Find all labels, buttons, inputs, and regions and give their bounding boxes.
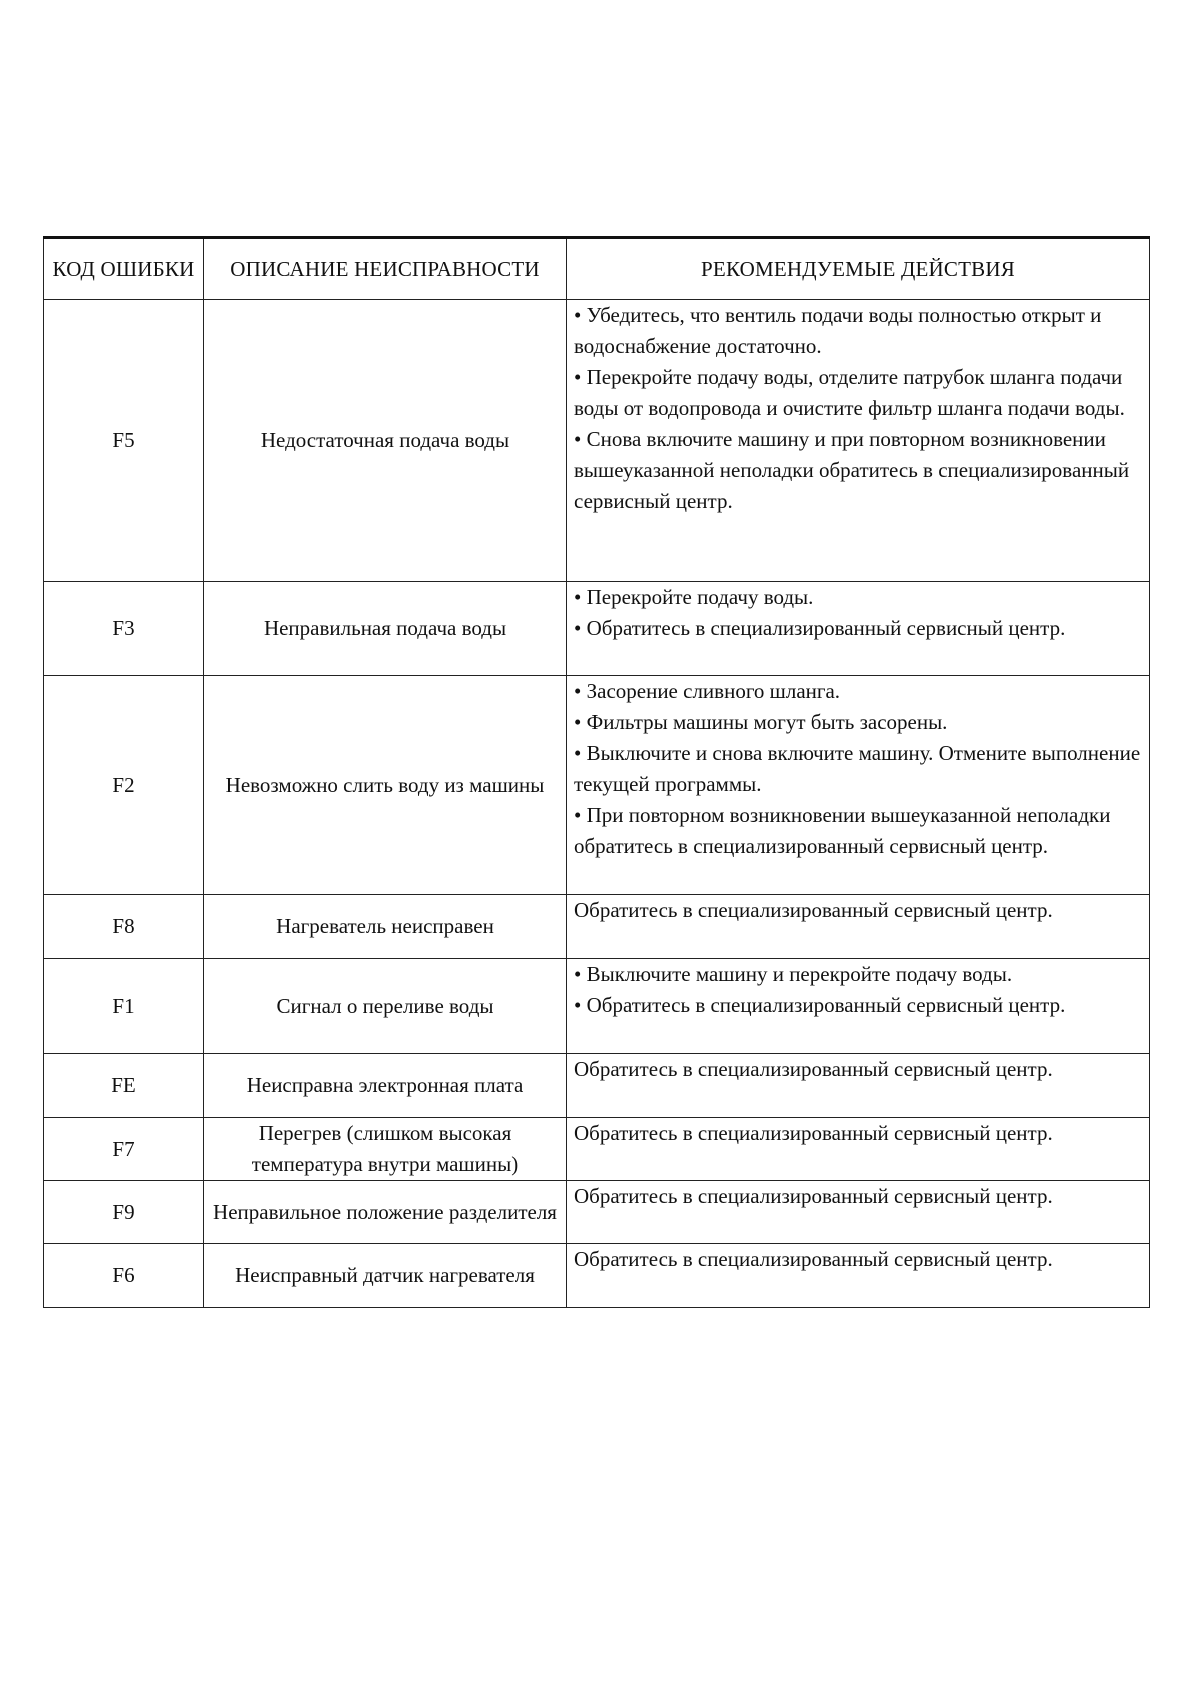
table-row: F8 Нагреватель неисправен Обратитесь в спе… [43, 894, 1150, 959]
fault-description: Сигнал о переливе воды [203, 958, 567, 1054]
action-item: • Обратитесь в специализированный сервис… [574, 993, 1066, 1017]
recommended-actions: Обратитесь в специализированный сервисны… [566, 894, 1150, 959]
recommended-actions: Обратитесь в специализированный сервисны… [566, 1180, 1150, 1244]
error-code: F2 [43, 675, 204, 895]
fault-description: Невозможно слить воду из машины [203, 675, 567, 895]
table-row: F7 Перегрев (слишком высокая температура … [43, 1117, 1150, 1181]
error-code: F6 [43, 1243, 204, 1308]
action-item: • Убедитесь, что вентиль подачи воды пол… [574, 303, 1102, 358]
error-code: F3 [43, 581, 204, 676]
fault-description: Неправильная подача воды [203, 581, 567, 676]
error-code-table: КОД ОШИБКИ ОПИСАНИЕ НЕИСПРАВНОСТИ РЕКОМЕ… [43, 236, 1150, 1308]
action-item: • При повторном возникновении вышеуказан… [574, 803, 1111, 858]
action-item: • Перекройте подачу воды, отделите патру… [574, 365, 1125, 420]
action-item: • Фильтры машины могут быть засорены. [574, 710, 948, 734]
recommended-actions: • Перекройте подачу воды. • Обратитесь в … [566, 581, 1150, 676]
action-item: • Обратитесь в специализированный сервис… [574, 616, 1066, 640]
table-row: F3 Неправильная подача воды • Перекройте п… [43, 581, 1150, 676]
table-row: F5 Недостаточная подача воды • Убедитесь, … [43, 299, 1150, 582]
error-code: F9 [43, 1180, 204, 1244]
action-item: • Засорение сливного шланга. [574, 679, 841, 703]
recommended-actions: Обратитесь в специализированный сервисны… [566, 1053, 1150, 1118]
action-item: • Выключите и снова включите машину. Отм… [574, 741, 1141, 796]
action-item: • Выключите машину и перекройте подачу в… [574, 962, 1013, 986]
table-row: F9 Неправильное положение разделителя Обра… [43, 1180, 1150, 1244]
table-row: F6 Неисправный датчик нагревателя Обратите… [43, 1243, 1150, 1308]
recommended-actions: Обратитесь в специализированный сервисны… [566, 1117, 1150, 1181]
table-header-row: КОД ОШИБКИ ОПИСАНИЕ НЕИСПРАВНОСТИ РЕКОМЕ… [43, 237, 1150, 300]
recommended-actions: Обратитесь в специализированный сервисны… [566, 1243, 1150, 1308]
error-code: FE [43, 1053, 204, 1118]
action-item: • Перекройте подачу воды. [574, 585, 814, 609]
error-code: F1 [43, 958, 204, 1054]
recommended-actions: • Убедитесь, что вентиль подачи воды пол… [566, 299, 1150, 582]
recommended-actions: • Засорение сливного шланга. • Фильтры ма… [566, 675, 1150, 895]
action-item: Обратитесь в специализированный сервисны… [574, 1121, 1053, 1145]
table-row: F2 Невозможно слить воду из машины • Засор… [43, 675, 1150, 895]
fault-description: Перегрев (слишком высокая температура вн… [203, 1117, 567, 1181]
table-row: FE Неисправна электронная плата Обратитесь… [43, 1053, 1150, 1118]
error-code: F8 [43, 894, 204, 959]
header-actions: РЕКОМЕНДУЕМЫЕ ДЕЙСТВИЯ [566, 237, 1150, 300]
action-item: Обратитесь в специализированный сервисны… [574, 1184, 1053, 1208]
table-row: F1 Сигнал о переливе воды • Выключите маши… [43, 958, 1150, 1054]
fault-description: Неисправна электронная плата [203, 1053, 567, 1118]
recommended-actions: • Выключите машину и перекройте подачу в… [566, 958, 1150, 1054]
fault-description: Нагреватель неисправен [203, 894, 567, 959]
action-item: • Снова включите машину и при повторном … [574, 427, 1130, 513]
error-code: F5 [43, 299, 204, 582]
fault-description: Недостаточная подача воды [203, 299, 567, 582]
header-description: ОПИСАНИЕ НЕИСПРАВНОСТИ [203, 237, 567, 300]
action-item: Обратитесь в специализированный сервисны… [574, 898, 1053, 922]
action-item: Обратитесь в специализированный сервисны… [574, 1247, 1053, 1271]
action-item: Обратитесь в специализированный сервисны… [574, 1057, 1053, 1081]
error-code: F7 [43, 1117, 204, 1181]
fault-description: Неисправный датчик нагревателя [203, 1243, 567, 1308]
header-code: КОД ОШИБКИ [43, 237, 204, 300]
fault-description: Неправильное положение разделителя [203, 1180, 567, 1244]
